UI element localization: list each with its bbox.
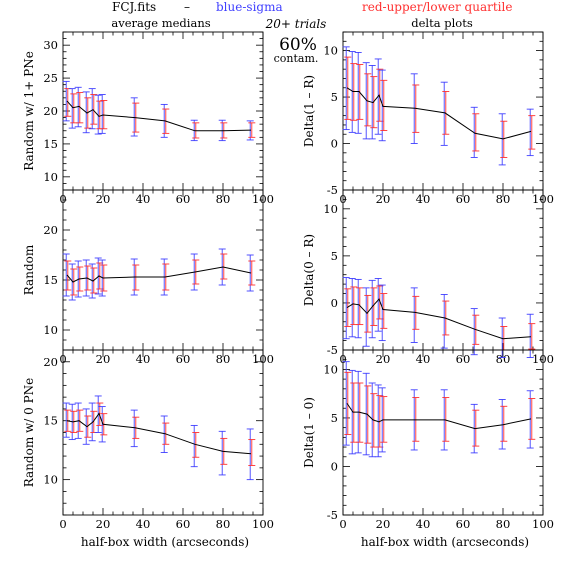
y-tick-label: 0: [331, 459, 338, 473]
y-axis-label: Delta(1 – R): [302, 75, 316, 147]
y-tick-label: 20: [43, 104, 58, 118]
x-tick-label: 60: [456, 192, 471, 206]
x-tick-label: 40: [416, 352, 431, 366]
median-line: [66, 100, 252, 132]
x-tick-label: 0: [339, 517, 346, 531]
y-axis-label: Random w/ 0 PNe: [22, 378, 36, 488]
x-tick-label: 20: [376, 352, 391, 366]
median-line: [66, 266, 252, 283]
x-tick-label: 20: [96, 352, 111, 366]
x-tick-label: 80: [216, 192, 231, 206]
x-axis-label-right: half-box width (arcseconds): [361, 535, 529, 549]
legend-red-quartile: red-upper/lower quartile: [362, 0, 512, 14]
y-tick-label: 10: [323, 362, 338, 376]
x-tick-label: 40: [136, 192, 151, 206]
x-tick-label: 20: [376, 517, 391, 531]
x-tick-label: 40: [416, 517, 431, 531]
x-tick-label: 100: [532, 517, 554, 531]
y-tick-label: 15: [43, 137, 58, 151]
x-tick-label: 20: [96, 517, 111, 531]
x-tick-label: 80: [496, 192, 511, 206]
y-tick-label: -5: [327, 508, 338, 522]
y-tick-label: 15: [43, 414, 58, 428]
y-axis-label: Delta(1 – 0): [302, 397, 316, 468]
column-title-left: average medians: [111, 16, 210, 30]
y-tick-label: -5: [327, 183, 338, 197]
y-tick-label: 10: [323, 202, 338, 216]
median-line: [66, 412, 252, 455]
column-title-right: delta plots: [411, 16, 473, 30]
contamination-label: contam.: [274, 52, 319, 65]
y-tick-label: 10: [323, 44, 338, 58]
y-tick-label: 20: [43, 223, 58, 237]
header: FCJ.fits – blue-sigma red-upper/lower qu…: [112, 0, 512, 14]
y-tick-label: 0: [331, 296, 338, 310]
y-tick-label: 20: [43, 355, 58, 369]
x-tick-label: 0: [59, 517, 66, 531]
x-tick-label: 80: [496, 352, 511, 366]
x-tick-label: 100: [252, 517, 274, 531]
axes-frame: [342, 349, 544, 516]
axes-frame: [62, 189, 264, 351]
trials-note: 20+ trials: [265, 17, 327, 31]
panel-p5: 0 20 40 60 80 100 10 15 20 Random w/ 0 PNe: [22, 349, 274, 531]
header-dash: –: [184, 0, 190, 14]
x-tick-label: 60: [456, 517, 471, 531]
y-tick-label: -5: [327, 343, 338, 357]
x-tick-label: 60: [176, 517, 191, 531]
legend-blue-sigma: blue-sigma: [216, 0, 283, 14]
x-tick-label: 20: [96, 192, 111, 206]
y-tick-label: 0: [331, 137, 338, 151]
y-axis-label: Random w/ 1+ PNe: [22, 51, 36, 171]
y-tick-label: 5: [331, 411, 338, 425]
y-tick-label: 10: [43, 170, 58, 184]
x-tick-label: 60: [176, 352, 191, 366]
axes-frame: [62, 31, 264, 191]
x-tick-label: 80: [496, 517, 511, 531]
x-axis-label-left: half-box width (arcseconds): [81, 535, 249, 549]
median-line: [346, 87, 532, 140]
x-tick-label: 80: [216, 517, 231, 531]
file-name: FCJ.fits: [112, 0, 156, 14]
median-line: [346, 298, 532, 340]
median-line: [346, 403, 532, 430]
axes-frame: [342, 31, 544, 191]
axes-frame: [342, 189, 544, 351]
y-tick-label: 10: [43, 323, 58, 337]
y-axis-label: Random: [22, 244, 36, 295]
y-tick-label: 10: [43, 473, 58, 487]
x-tick-label: 60: [176, 192, 191, 206]
y-tick-label: 5: [331, 249, 338, 263]
x-tick-label: 40: [136, 352, 151, 366]
y-tick-label: 15: [43, 273, 58, 287]
center-note: 20+ trials 60% contam.: [265, 17, 327, 65]
y-axis-label: Delta(0 – R): [302, 234, 316, 306]
x-tick-label: 60: [456, 352, 471, 366]
y-tick-label: 5: [331, 90, 338, 104]
x-tick-label: 40: [416, 192, 431, 206]
y-tick-label: 30: [43, 38, 58, 52]
contamination-percent: 60%: [279, 35, 317, 55]
y-tick-label: 25: [43, 71, 58, 85]
x-tick-label: 40: [136, 517, 151, 531]
x-tick-label: 20: [376, 192, 391, 206]
x-tick-label: 80: [216, 352, 231, 366]
